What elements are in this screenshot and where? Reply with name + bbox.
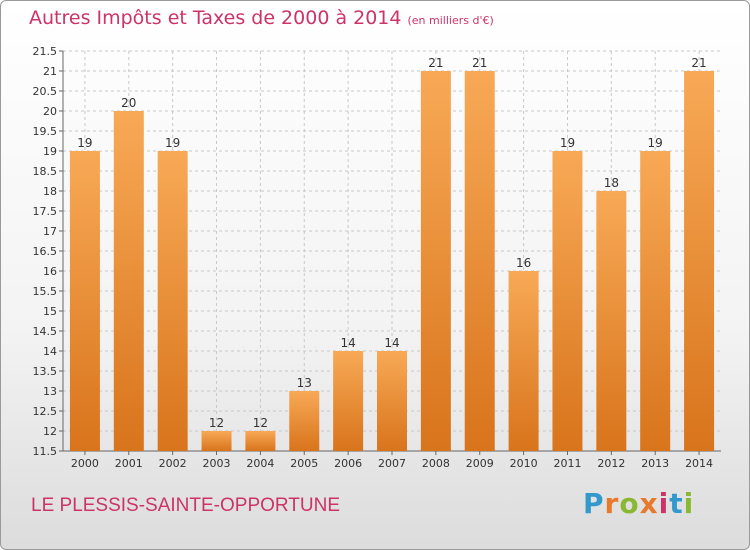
bar (596, 191, 627, 451)
bar (157, 151, 188, 451)
bar-value-label: 16 (516, 256, 531, 270)
bar-value-label: 19 (165, 136, 180, 150)
bar (113, 111, 144, 451)
bar-value-label: 12 (253, 416, 268, 430)
logo-letter: i (683, 487, 695, 520)
y-tick-label: 19 (43, 145, 57, 158)
bar (684, 71, 715, 451)
logo-letter: x (639, 487, 659, 520)
y-tick-label: 21.5 (33, 45, 58, 58)
logo-letter: r (604, 487, 620, 520)
bar-value-label: 14 (384, 336, 399, 350)
bar-value-label: 21 (428, 56, 443, 70)
y-tick-label: 17.5 (33, 205, 58, 218)
bar-value-label: 20 (121, 96, 136, 110)
bar-value-label: 21 (472, 56, 487, 70)
chart-title: Autres Impôts et Taxes de 2000 à 2014 (en… (29, 7, 494, 29)
bar-value-label: 19 (77, 136, 92, 150)
y-tick-label: 15.5 (33, 285, 58, 298)
commune-name: LE PLESSIS-SAINTE-OPPORTUNE (31, 495, 341, 516)
bar-value-label: 21 (691, 56, 706, 70)
x-tick-label: 2007 (378, 457, 406, 470)
bar (420, 71, 451, 451)
y-tick-label: 18 (43, 185, 57, 198)
bar-value-label: 13 (297, 376, 312, 390)
logo-letter: o (619, 487, 640, 520)
y-tick-label: 12.5 (33, 405, 58, 418)
logo-letter: i (658, 487, 670, 520)
chart-subtitle: (en milliers d'€) (407, 14, 494, 27)
x-tick-label: 2011 (553, 457, 581, 470)
x-tick-label: 2014 (685, 457, 713, 470)
y-tick-label: 19.5 (33, 125, 58, 138)
x-tick-label: 2008 (422, 457, 450, 470)
logo-letter: t (669, 487, 684, 520)
bar (464, 71, 495, 451)
bar-value-label: 12 (209, 416, 224, 430)
x-tick-label: 2004 (246, 457, 274, 470)
y-tick-label: 17 (43, 225, 57, 238)
y-tick-label: 18.5 (33, 165, 58, 178)
bars (69, 71, 715, 451)
data-labels: 19 20 19 12 12 13 14 14 21 21 16 19 18 19 21 (77, 56, 706, 430)
bar (552, 151, 583, 451)
x-tick-label: 2012 (597, 457, 625, 470)
y-tick-label: 21 (43, 65, 57, 78)
x-tick-label: 2002 (159, 457, 187, 470)
y-tick-label: 16 (43, 265, 57, 278)
bar-value-label: 14 (340, 336, 355, 350)
bar (333, 351, 364, 451)
x-tick-label: 2005 (290, 457, 318, 470)
bar-value-label: 19 (648, 136, 663, 150)
x-tick-label: 2000 (71, 457, 99, 470)
y-tick-label: 15 (43, 305, 57, 318)
y-tick-label: 20 (43, 105, 57, 118)
bar (201, 431, 232, 451)
bar (640, 151, 671, 451)
x-tick-label: 2013 (641, 457, 669, 470)
x-tick-label: 2006 (334, 457, 362, 470)
bar-value-label: 18 (604, 176, 619, 190)
bar (289, 391, 320, 451)
logo-letter: P (583, 487, 605, 520)
y-tick-label: 11.5 (33, 445, 58, 458)
bar (508, 271, 539, 451)
y-tick-label: 14.5 (33, 325, 58, 338)
x-tick-label: 2001 (115, 457, 143, 470)
chart-title-text: Autres Impôts et Taxes de 2000 à 2014 (29, 7, 402, 29)
proxiti-logo: Proxiti (583, 487, 694, 520)
bar-value-label: 19 (560, 136, 575, 150)
x-tick-labels: 2000 2001 2002 2003 2004 2005 2006 2007 2008 2009… (71, 457, 713, 470)
x-tick-label: 2009 (466, 457, 494, 470)
y-tick-label: 13 (43, 385, 57, 398)
y-tick-label: 16.5 (33, 245, 58, 258)
x-tick-label: 2010 (510, 457, 538, 470)
y-tick-label: 12 (43, 425, 57, 438)
y-tick-label: 20.5 (33, 85, 58, 98)
x-tick-label: 2003 (203, 457, 231, 470)
y-tick-label: 13.5 (33, 365, 58, 378)
bar (69, 151, 100, 451)
y-tick-label: 14 (43, 345, 57, 358)
y-tick-labels: 11.5 12 12.5 13 13.5 14 14.5 15 15.5 16 16.5 17 17.5… (33, 45, 58, 458)
bar (377, 351, 407, 451)
bar (245, 431, 276, 451)
